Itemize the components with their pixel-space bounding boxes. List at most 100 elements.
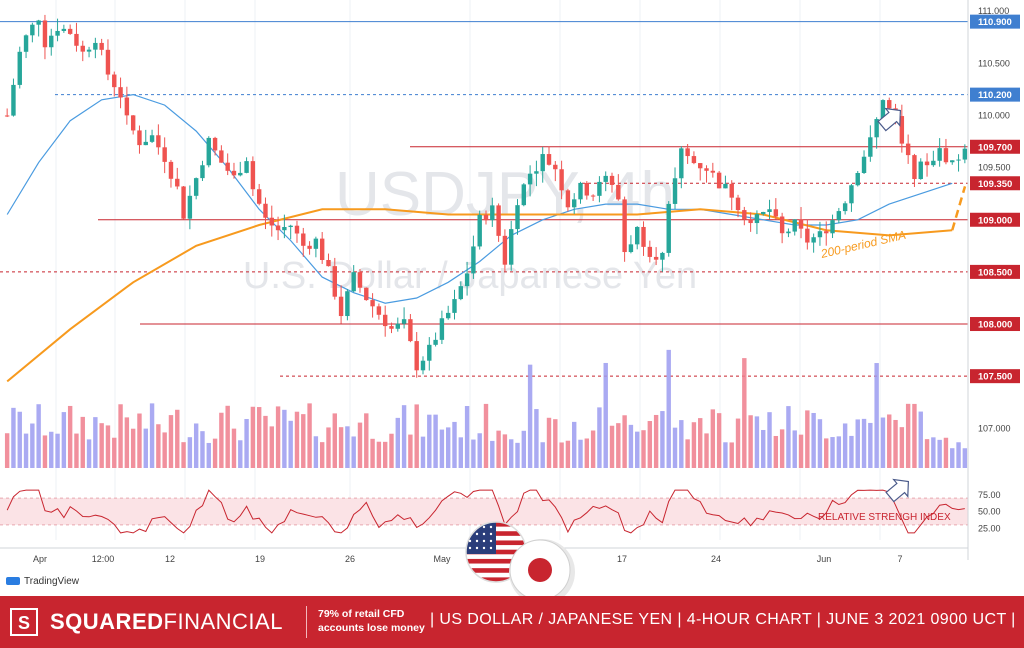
chart-watermark: USDJPY, 4hU.S. Dollar / Japanese Yen (243, 160, 697, 297)
volume-bars (4, 349, 968, 468)
volume-bar (99, 423, 104, 468)
time-tick: 12 (165, 554, 175, 564)
candle (193, 178, 199, 196)
volume-bar (761, 429, 766, 468)
candle (282, 227, 287, 231)
candle (156, 135, 161, 148)
candle (521, 184, 527, 206)
price-tick: 111.000 (978, 6, 1009, 16)
up-arrow-icon (877, 107, 902, 132)
candle (67, 28, 73, 34)
candle (924, 161, 930, 166)
watermark-name: U.S. Dollar / Japanese Yen (243, 255, 697, 297)
volume-bar (382, 441, 388, 468)
volume-bar (931, 437, 936, 468)
candle (565, 190, 571, 208)
candle (666, 203, 671, 253)
volume-bar (792, 430, 797, 468)
volume-bar (256, 407, 262, 468)
volume-bar (641, 430, 646, 468)
volume-bar (647, 421, 653, 468)
volume-bar (786, 406, 791, 468)
volume-bar (357, 422, 363, 468)
candle (773, 209, 779, 217)
volume-bar (628, 424, 634, 468)
candle (868, 137, 873, 157)
volume-bar (521, 430, 527, 468)
volume-bar (748, 415, 753, 468)
volume-bar (534, 409, 539, 468)
volume-bar (868, 422, 873, 468)
volume-bar (376, 441, 382, 468)
candle (231, 170, 237, 176)
candle (395, 323, 400, 329)
volume-bar (458, 437, 464, 468)
volume-bar (244, 418, 249, 468)
candle (389, 326, 394, 329)
volume-bar (206, 442, 211, 468)
volume-bar (168, 415, 174, 468)
volume-bar (861, 418, 867, 468)
volume-bar (130, 428, 136, 468)
candle (382, 314, 388, 327)
rsi-pane: RELATIVE STRENGH INDEX (0, 489, 968, 534)
candle (464, 273, 470, 287)
volume-bar (603, 362, 608, 468)
volume-bar (67, 405, 73, 468)
rsi-tick: 75.00 (978, 490, 1001, 500)
candle (408, 319, 413, 342)
time-tick: 12:00 (92, 554, 115, 564)
volume-bar (622, 415, 627, 468)
volume-bar (80, 416, 85, 468)
banner-divider (306, 606, 307, 638)
volume-bar (899, 427, 905, 468)
volume-bar (660, 411, 665, 468)
candle (546, 154, 552, 165)
candle (212, 137, 218, 151)
volume-bar (887, 414, 892, 468)
candle (641, 226, 646, 247)
candle (534, 171, 539, 174)
candle (590, 195, 596, 197)
volume-bar (433, 414, 438, 468)
candle (515, 205, 520, 230)
up-arrow-icon (885, 478, 910, 503)
candle (4, 115, 10, 117)
candle (313, 238, 319, 249)
candle (874, 119, 879, 138)
volume-bar (23, 433, 29, 468)
volume-bar (754, 416, 760, 468)
volume-bar (408, 434, 413, 468)
candle (735, 197, 741, 211)
volume-bar (471, 439, 476, 468)
volume-bar (49, 431, 54, 468)
volume-bar (842, 423, 848, 468)
volume-bar (124, 417, 130, 468)
arrow-shape (885, 478, 910, 503)
sma-200-projection (951, 186, 967, 231)
candlesticks (4, 14, 968, 378)
candle (754, 214, 760, 224)
volume-bar (464, 406, 470, 468)
candle (364, 287, 369, 301)
candle (792, 219, 797, 232)
candle (433, 339, 438, 345)
volume-bar (616, 423, 621, 468)
candle (458, 286, 464, 300)
volume-bar (313, 436, 319, 468)
time-tick: Apr (33, 554, 47, 564)
candle (609, 175, 615, 185)
volume-bar (86, 439, 92, 468)
candle (36, 20, 41, 25)
candle (319, 238, 325, 260)
candle (55, 30, 60, 36)
candle (849, 185, 854, 204)
volume-bar (212, 438, 218, 468)
volume-bar (943, 437, 949, 468)
candle (332, 266, 337, 297)
candle (704, 168, 709, 171)
candle (905, 143, 911, 156)
volume-bar (250, 406, 256, 468)
volume-bar (855, 419, 860, 468)
volume-bar (546, 417, 552, 468)
